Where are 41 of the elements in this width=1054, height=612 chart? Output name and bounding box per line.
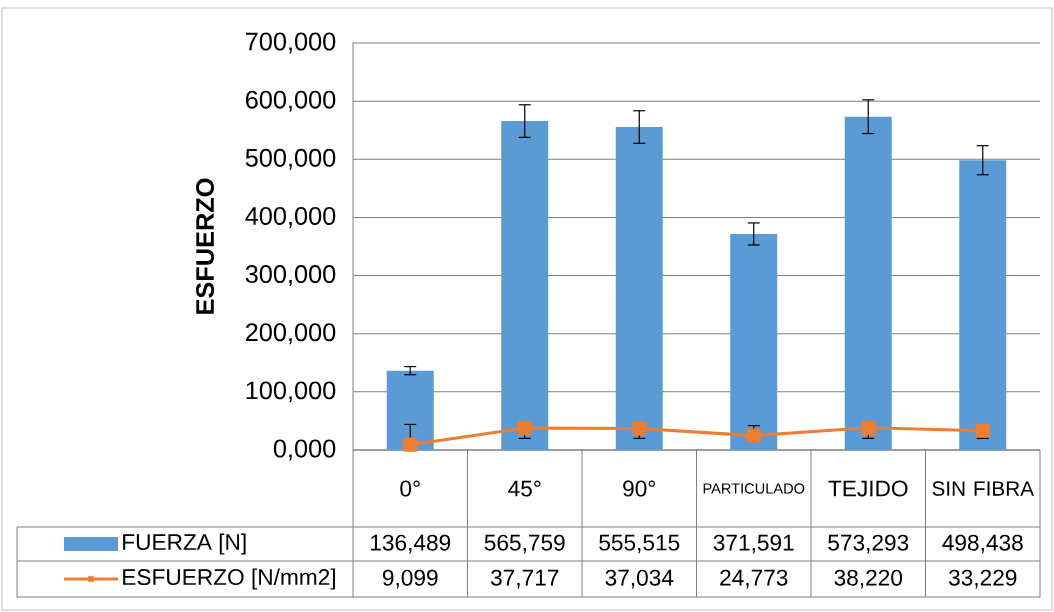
x-tick-label: 45° xyxy=(508,480,541,497)
bar xyxy=(386,370,434,451)
data-label: 38,220 xyxy=(834,569,903,589)
legend-label: FUERZA [N] xyxy=(123,533,246,555)
y-tick-label: 100,000 xyxy=(246,381,336,403)
y-tick-label: 0,000 xyxy=(273,439,336,461)
y-tick-label: 700,000 xyxy=(246,32,336,54)
y-axis-title: ESFUERZO xyxy=(196,178,214,314)
data-label: 565,759 xyxy=(484,534,565,554)
x-tick-label: SIN FIBRA xyxy=(932,481,1034,496)
x-tick-label: 90° xyxy=(623,480,656,497)
x-tick-label: PARTICULADO xyxy=(703,483,805,494)
data-label: 33,229 xyxy=(948,569,1017,589)
y-tick-label: 200,000 xyxy=(245,323,336,345)
bar xyxy=(615,127,663,451)
point xyxy=(403,437,418,452)
data-label: 37,717 xyxy=(490,569,559,589)
x-tick-label: TEJIDO xyxy=(828,480,908,497)
bar xyxy=(501,121,549,451)
y-tick-label: 400,000 xyxy=(245,206,336,228)
y-tick-label: 300,000 xyxy=(245,265,336,287)
point xyxy=(517,420,532,436)
data-label: 37,034 xyxy=(605,569,674,589)
point xyxy=(861,420,876,435)
y-tick-label: 500,000 xyxy=(245,148,336,170)
data-label: 136,489 xyxy=(371,534,451,554)
bar xyxy=(844,116,892,451)
point xyxy=(975,423,990,438)
bar xyxy=(730,233,778,451)
data-label: 573,293 xyxy=(828,534,909,554)
data-label: 498,438 xyxy=(942,534,1023,554)
legend-label: ESFUERZO [N/mm2] xyxy=(123,568,335,590)
point xyxy=(632,421,647,436)
bar xyxy=(959,160,1007,451)
data-label: 371,591 xyxy=(713,534,794,554)
data-label: 555,515 xyxy=(599,534,680,554)
point xyxy=(746,428,761,443)
data-label: 24,773 xyxy=(720,569,788,589)
y-tick-label: 600,000 xyxy=(245,90,336,112)
data-label: 9,099 xyxy=(382,569,438,589)
x-tick-label: 0° xyxy=(400,480,420,497)
